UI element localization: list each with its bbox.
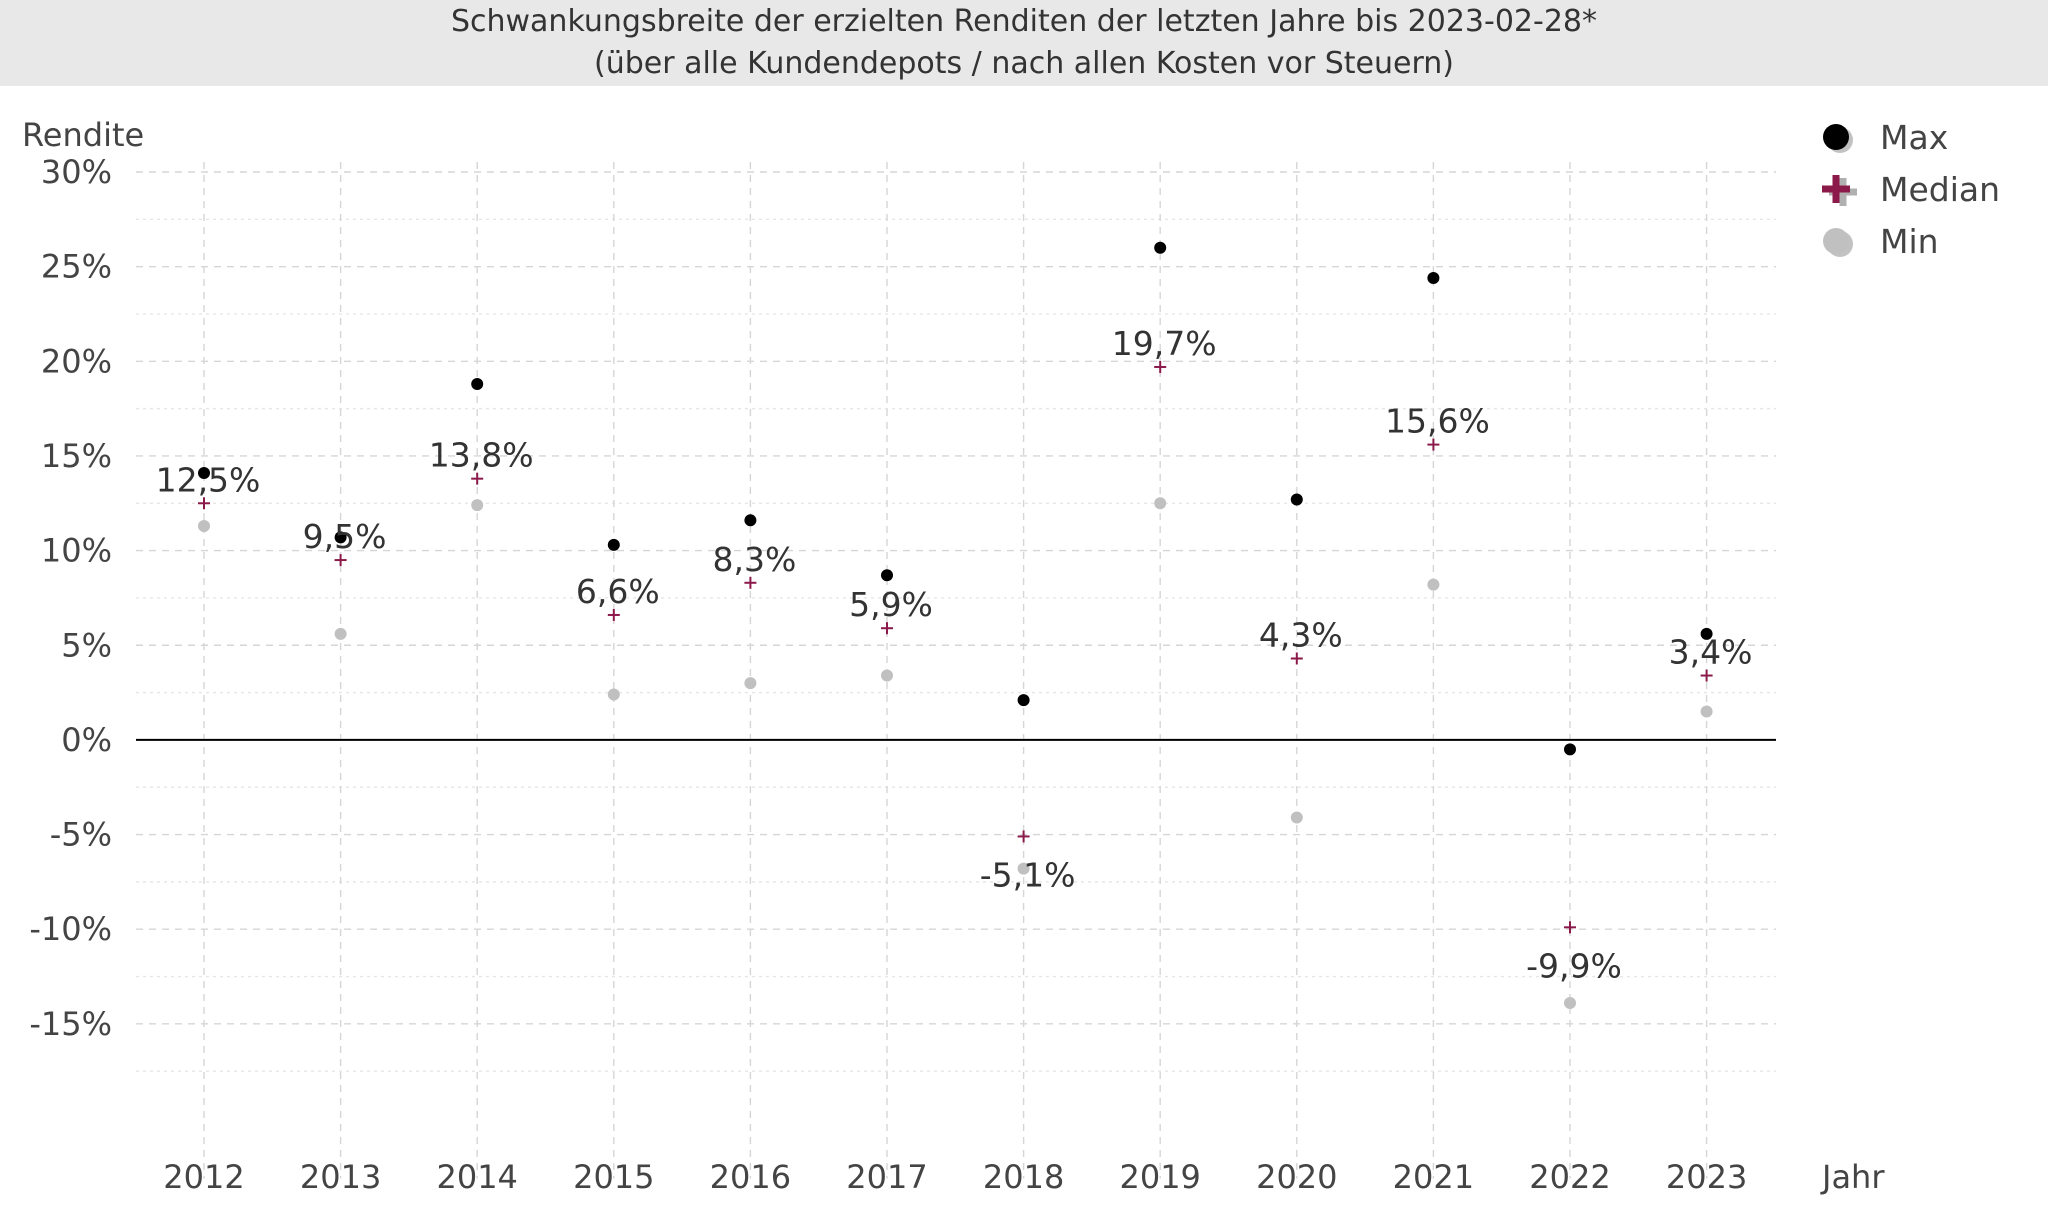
min-point [607,688,620,701]
min-point [1700,705,1713,718]
max-point [1154,241,1167,254]
legend-label: Max [1880,118,1948,157]
x-tick-label: 2021 [1393,1158,1474,1196]
median-data-label: 3,4% [1669,633,1753,672]
max-point [198,466,210,479]
x-tick-label: 2018 [983,1158,1064,1196]
median-data-label: 6,6% [576,572,660,611]
median-point [1427,438,1440,451]
min-point [1564,997,1576,1010]
max-point [1564,743,1576,756]
y-tick-label: -5% [50,816,112,854]
median-data-label: 15,6% [1385,402,1490,441]
max-point [607,538,620,551]
y-tick-label: 0% [61,721,112,759]
median-point [607,608,620,621]
x-tick-label: 2017 [846,1158,927,1196]
x-tick-label: 2019 [1119,1158,1200,1196]
x-tick-label: 2023 [1666,1158,1747,1196]
min-point [1290,811,1303,824]
legend-label: Min [1880,222,1939,261]
max-point [744,514,757,527]
median-data-label: 4,3% [1259,616,1343,655]
min-point [1427,578,1440,591]
x-tick-label: 2013 [300,1158,381,1196]
median-point [1154,360,1167,373]
median-data-label: 12,5% [156,460,261,499]
grid-lines [136,162,1776,1179]
chart-subtitle: (über alle Kundendepots / nach allen Kos… [594,46,1454,81]
data-labels: 12,5% 9,5% 13,8% 6,6% 8,3% 5,9% -5,1% 19,7% 4,3%… [156,324,1753,985]
min-point [881,669,893,682]
median-point [1564,921,1576,934]
x-tick-label: 2016 [710,1158,791,1196]
x-tick-label: 2014 [436,1158,517,1196]
max-point [1290,493,1303,506]
median-point [334,554,347,567]
max-point [1700,627,1713,640]
legend-item-max: Max [1823,118,1948,157]
min-point [1017,862,1030,875]
min-point [1154,497,1167,510]
median-data-label: 9,5% [303,517,387,556]
y-axis-ticks: 30% 25% 20% 15% 10% 5% 0% -5% -10% -15% [29,153,112,1043]
legend-marker [1822,175,1850,203]
y-tick-label: -10% [29,910,112,948]
y-tick-label: -15% [29,1005,112,1043]
median-data-label: 13,8% [429,436,534,475]
y-tick-label: 10% [41,532,112,570]
min-point [198,519,210,532]
legend-marker [1823,124,1849,150]
x-tick-label: 2012 [163,1158,244,1196]
median-point [881,622,893,635]
min-point [744,677,757,690]
median-point [744,576,757,589]
median-data-label: 8,3% [712,540,796,579]
chart-title-bar: Schwankungsbreite der erzielten Renditen… [0,0,2048,86]
y-tick-label: 5% [61,626,112,664]
min-point [471,499,484,512]
y-tick-label: 20% [41,342,112,380]
median-data-label: 5,9% [849,585,933,624]
y-tick-label: 30% [41,153,112,191]
max-point [1017,694,1030,707]
x-tick-label: 2015 [573,1158,654,1196]
data-points [198,241,1713,1010]
min-point [334,627,347,640]
max-point [1427,272,1440,285]
x-tick-label: 2022 [1529,1158,1610,1196]
median-point [1290,652,1303,665]
max-point [881,569,893,582]
legend-label: Median [1880,170,2000,209]
max-point [334,531,347,544]
legend-item-median: Median [1822,170,2000,209]
y-tick-label: 15% [41,437,112,475]
y-tick-label: 25% [41,248,112,286]
chart-title: Schwankungsbreite der erzielten Renditen… [450,4,1598,39]
x-tick-label: 2020 [1256,1158,1337,1196]
x-axis-title: Jahr [1820,1158,1885,1196]
median-point [1700,669,1713,682]
median-data-label: -5,1% [980,855,1076,894]
max-point [471,378,484,391]
legend: Max Median Min [1822,118,2000,261]
median-data-label: -9,9% [1526,946,1622,985]
x-axis-ticks: 2012 2013 2014 2015 2016 2017 2018 2019 2020 2021… [163,1158,1747,1196]
median-point [471,472,484,485]
legend-item-min: Min [1823,222,1939,261]
median-point [1017,830,1030,843]
y-axis-title: Rendite [22,116,144,154]
legend-marker [1823,228,1849,254]
median-point [198,497,210,510]
median-data-label: 19,7% [1112,324,1217,363]
